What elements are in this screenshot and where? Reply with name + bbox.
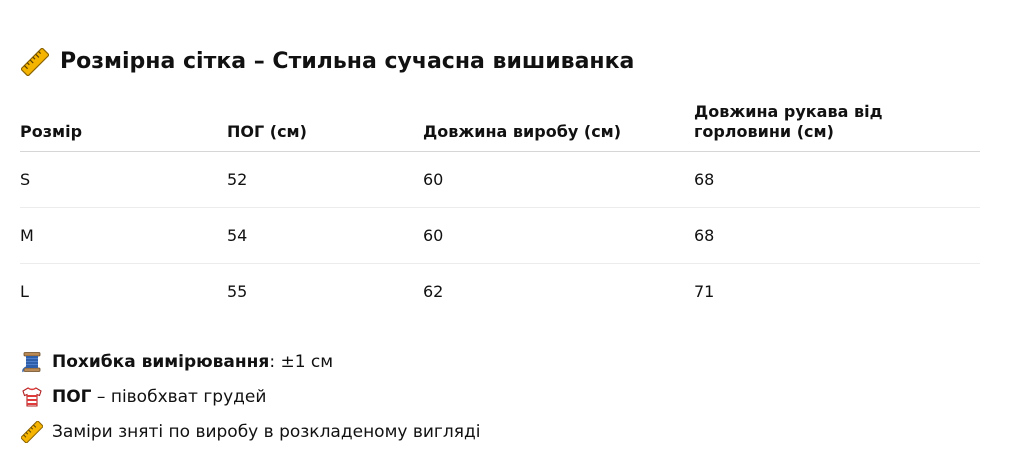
note-text: : ±1 см xyxy=(269,352,334,372)
chest-cell: 55 xyxy=(227,281,248,301)
table-header-row: Розмір ПОГ (см) Довжина виробу (см) Довж… xyxy=(20,96,980,152)
ruler-icon xyxy=(20,420,44,444)
thread-spool-icon xyxy=(20,350,44,374)
sleeve-cell: 71 xyxy=(694,281,715,301)
chest-cell: 52 xyxy=(227,151,423,208)
size-table: Розмір ПОГ (см) Довжина виробу (см) Довж… xyxy=(20,96,980,319)
note-text: Заміри зняті по виробу в розкладеному ви… xyxy=(52,422,481,442)
size-cell: L xyxy=(20,281,29,301)
note-measurement-error: Похибка вимірювання: ±1 см xyxy=(20,350,480,374)
table-row: M 54 60 68 xyxy=(20,207,980,264)
notes-list: Похибка вимірювання: ±1 см ПОГ – півобхв… xyxy=(20,350,480,455)
page-title-text: Розмірна сітка – Стильна сучасна вишиван… xyxy=(60,49,635,74)
length-cell: 60 xyxy=(423,207,694,264)
sleeve-cell: 68 xyxy=(694,207,980,264)
sleeve-cell: 68 xyxy=(694,151,980,208)
t-shirt-icon xyxy=(20,385,44,409)
chest-cell: 54 xyxy=(227,207,423,264)
table-row: L 55 62 71 xyxy=(20,264,980,320)
note-measurement-method: Заміри зняті по виробу в розкладеному ви… xyxy=(20,420,480,444)
ruler-icon xyxy=(20,47,50,77)
column-header-size: Розмір xyxy=(20,96,227,152)
page-title: Розмірна сітка – Стильна сучасна вишиван… xyxy=(20,46,634,78)
table-row: S 52 60 68 xyxy=(20,151,980,208)
column-header-length: Довжина виробу (см) xyxy=(423,96,694,152)
note-bold-label: Похибка вимірювання xyxy=(52,352,270,372)
column-header-sleeve: Довжина рукава від горловини (см) xyxy=(694,96,980,152)
size-cell: M xyxy=(20,207,227,264)
note-chest-definition: ПОГ – півобхват грудей xyxy=(20,385,480,409)
size-cell: S xyxy=(20,151,227,208)
note-bold-label: ПОГ xyxy=(52,387,92,407)
column-header-chest: ПОГ (см) xyxy=(227,96,423,152)
length-cell: 60 xyxy=(423,151,694,208)
note-text: – півобхват грудей xyxy=(91,387,267,407)
length-cell: 62 xyxy=(423,281,444,301)
